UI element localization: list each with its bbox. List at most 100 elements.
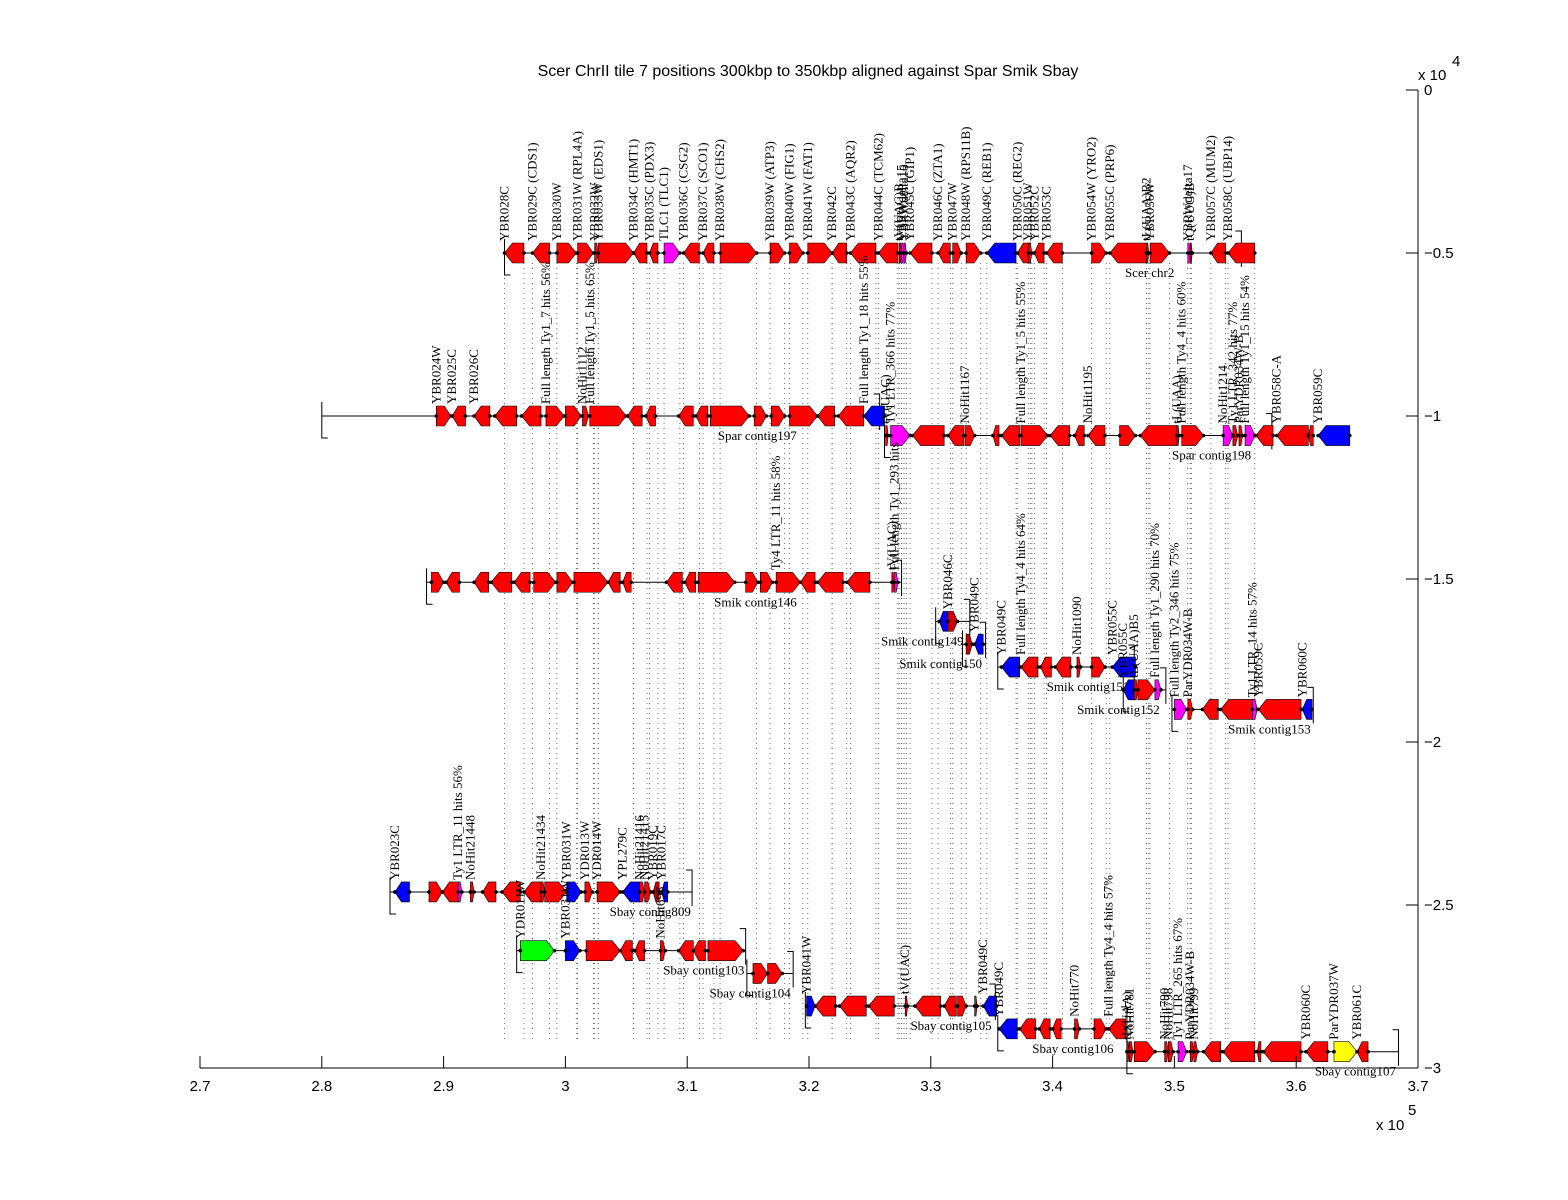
gene-start-marker xyxy=(1221,433,1225,438)
gene-arrow xyxy=(1076,656,1081,678)
gene-arrow xyxy=(1193,1041,1198,1062)
gene-label: Ty1 LTR_342 hits 77% xyxy=(1225,302,1240,424)
gene-label: YBR047W xyxy=(945,182,960,241)
gene-arrow xyxy=(943,995,957,1017)
gene-arrow xyxy=(807,242,833,264)
gene-arrow xyxy=(470,881,475,903)
gene-arrow xyxy=(1244,425,1256,446)
gene-arrow xyxy=(1189,1041,1195,1062)
gene-start-marker xyxy=(555,580,559,585)
gene-end-marker xyxy=(780,971,785,976)
gene-label: YBR029C (CDS1) xyxy=(525,142,540,241)
gene-start-marker xyxy=(946,433,950,438)
gene-start-marker xyxy=(434,414,439,418)
gene-start-marker xyxy=(468,890,473,894)
gene-start-marker xyxy=(580,414,585,418)
gene-label: YBR049C xyxy=(975,939,990,994)
gene-arrow xyxy=(544,881,568,903)
gene-start-marker xyxy=(862,414,866,418)
track-smik-contig151: YBR049C Full length Ty4_4 hits 64% NoHit10… xyxy=(993,513,1138,694)
gene-end-marker xyxy=(832,414,837,418)
gene-start-marker xyxy=(1254,433,1258,438)
track-start-bracket xyxy=(426,568,433,605)
gene-arrow xyxy=(1074,1018,1080,1040)
gene-start-marker xyxy=(964,251,968,255)
gene-end-marker xyxy=(741,948,746,953)
gene-label: NoHit21415 xyxy=(637,815,652,880)
gene-arrow xyxy=(596,881,621,903)
gene-label: YBR019C xyxy=(645,825,660,880)
gene-arrow xyxy=(831,242,848,264)
gene-label: YBR049C xyxy=(967,577,982,632)
gene-start-marker xyxy=(708,414,713,418)
gene-label: YBR037C (SCO1) xyxy=(695,142,710,241)
gene-start-marker xyxy=(1106,1027,1111,1031)
track-end-bracket xyxy=(1307,686,1314,724)
gene-label: NoHit1112 xyxy=(574,346,589,404)
gene-start-marker xyxy=(1256,707,1261,712)
gene-arrow xyxy=(482,881,497,903)
gene-arrow xyxy=(952,242,962,264)
gene-start-marker xyxy=(908,251,912,255)
x-tick-label: 3.2 xyxy=(799,1078,820,1095)
gene-label: YBRWdelta16 xyxy=(896,164,911,241)
track-start-bracket xyxy=(1171,695,1178,732)
gene-label: tV(UAC) xyxy=(897,945,912,994)
gene-start-marker xyxy=(531,580,536,585)
gene-end-marker xyxy=(547,251,552,255)
gene-arrow xyxy=(1054,656,1072,678)
gene-label: NoHit21434 xyxy=(533,814,548,880)
gene-start-marker xyxy=(1048,433,1052,438)
gene-label: YBRWdelta17 xyxy=(1180,164,1195,241)
gene-start-marker xyxy=(575,251,580,255)
gene-start-marker xyxy=(718,251,722,255)
gene-arrow xyxy=(1317,425,1351,446)
gene-start-marker xyxy=(955,1004,960,1008)
gene-start-marker xyxy=(1162,1049,1167,1054)
x-tick-label: 2.9 xyxy=(433,1078,454,1095)
gene-start-marker xyxy=(492,414,497,418)
gene-end-marker xyxy=(905,1004,910,1008)
gene-start-marker xyxy=(1037,1027,1042,1031)
gene-end-marker xyxy=(642,948,647,953)
gene-start-marker xyxy=(837,1004,842,1008)
gene-label: tL(UAA)B2 xyxy=(1138,177,1153,241)
x-tick-label: 3.1 xyxy=(677,1078,698,1095)
gene-start-marker xyxy=(774,580,778,585)
gene-arrow xyxy=(695,405,709,427)
gene-start-marker xyxy=(1237,433,1241,438)
gene-arrow xyxy=(540,881,545,903)
gene-label: YBR039W (ATP3) xyxy=(762,141,777,241)
gene-start-marker xyxy=(946,619,950,624)
y-tick-label: −1 xyxy=(1424,408,1441,425)
gene-arrow xyxy=(1164,1041,1169,1062)
gene-end-marker xyxy=(514,414,519,418)
gene-end-marker xyxy=(1060,251,1065,255)
gene-arrow xyxy=(573,571,609,593)
track-spar-contig198: tV(UAC)Ty1 LTR_366 hits 77% NoHit1167 Full… xyxy=(878,275,1352,463)
gene-start-marker xyxy=(964,642,968,646)
gene-start-marker xyxy=(502,251,507,255)
y-tick-label: −2 xyxy=(1424,734,1441,751)
track-smik-contig153: Full length Ty2_346 hits 75%ParYDR034W-B… xyxy=(1166,542,1314,736)
gene-start-marker xyxy=(676,948,681,953)
gene-label: ParYDR034W-B xyxy=(1180,608,1195,697)
gene-start-marker xyxy=(706,948,710,953)
contig-label: Sbay contig105 xyxy=(910,1018,991,1033)
gene-arrow xyxy=(1087,425,1106,446)
gene-start-marker xyxy=(596,251,601,255)
gene-arrow xyxy=(770,405,785,427)
x-multiplier-exponent: 5 xyxy=(1408,1102,1416,1119)
gene-end-marker xyxy=(578,948,582,953)
gene-arrow xyxy=(1258,699,1302,720)
gene-start-marker xyxy=(972,642,977,646)
gene-arrow xyxy=(710,405,750,427)
gene-start-marker xyxy=(1218,707,1223,712)
gene-start-marker xyxy=(1108,251,1112,255)
gene-label: Full length Ty1_7 hits 56% xyxy=(538,262,553,404)
gene-arrow xyxy=(1203,1041,1221,1062)
contig-label: Spar contig198 xyxy=(1172,448,1251,463)
gene-end-marker xyxy=(552,948,557,953)
gene-start-marker xyxy=(583,890,587,894)
